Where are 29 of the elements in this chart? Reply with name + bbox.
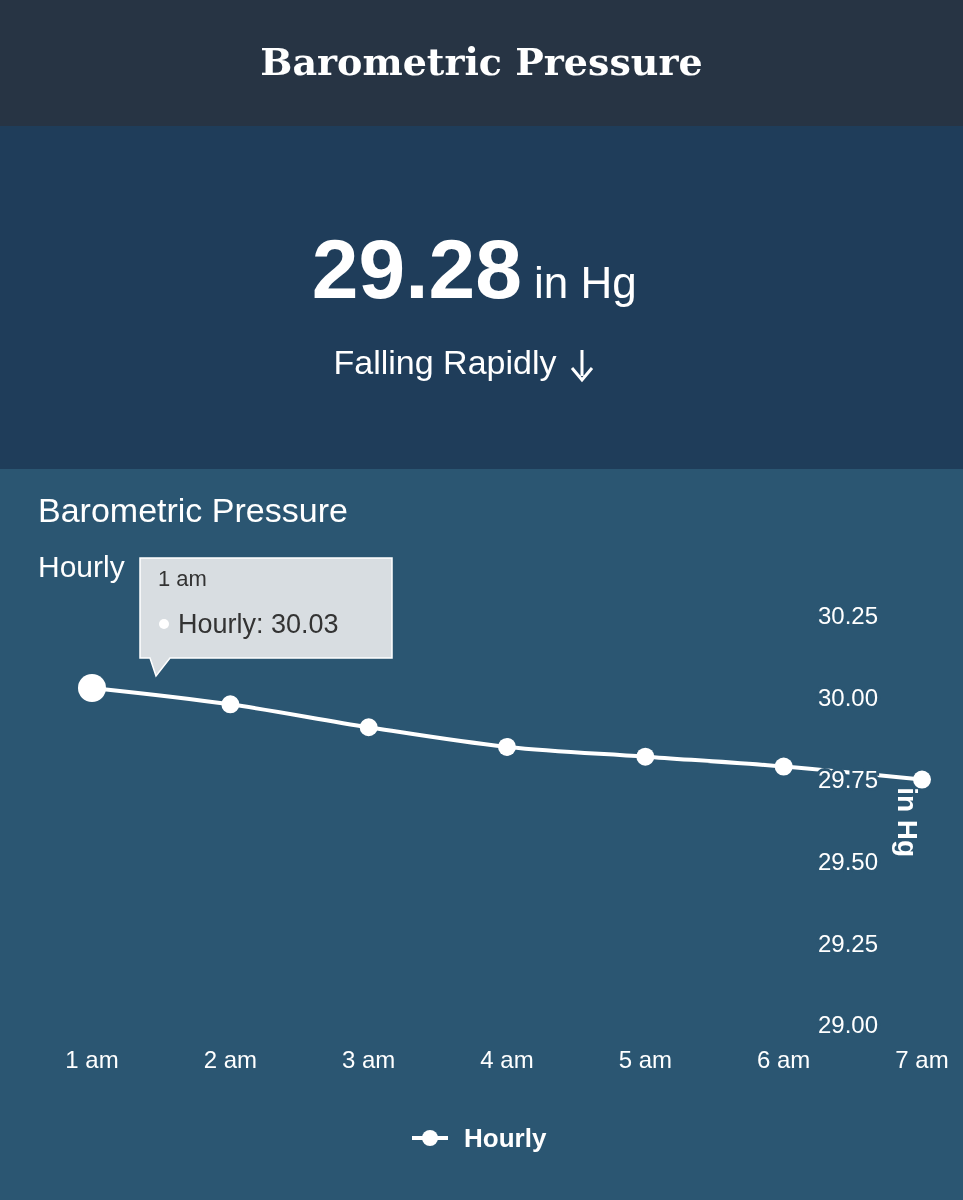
point xyxy=(221,695,240,714)
point xyxy=(913,770,931,789)
x-tick-label: 6 am xyxy=(756,1046,811,1073)
text: Falling Rapidly xyxy=(333,343,557,381)
y-tick-label: 30.25 xyxy=(817,602,879,630)
point xyxy=(774,757,793,776)
point xyxy=(636,747,655,766)
text: Barometric Pressure xyxy=(260,39,703,84)
legend-label: Hourly xyxy=(464,1123,547,1153)
text: in Hg xyxy=(534,258,637,307)
x-tick-label: 4 am xyxy=(480,1046,534,1073)
y-tick-label: 30.00 xyxy=(817,684,879,712)
x-tick-label: 2 am xyxy=(203,1046,258,1073)
y-tick-label: 29.25 xyxy=(817,929,879,957)
x-tick-label: 3 am xyxy=(341,1046,396,1073)
text: 1 am xyxy=(158,565,207,591)
point xyxy=(498,737,516,756)
x-tick-label: 7 am xyxy=(895,1046,949,1073)
annotation: Hourly: 30.03 xyxy=(178,608,339,639)
x-tick-label: 1 am xyxy=(65,1046,119,1073)
y-tick-label: 29.75 xyxy=(817,766,879,793)
y-tick-label: 29.50 xyxy=(817,847,879,875)
point xyxy=(359,718,378,737)
x-tick-label: 5 am xyxy=(618,1046,673,1073)
y-tick-label: 29.00 xyxy=(817,1011,879,1039)
text: 29.28 xyxy=(311,222,522,316)
chart-subtitle: Hourly xyxy=(38,550,125,583)
chart-title: Barometric Pressure xyxy=(38,491,348,529)
y-axis-title: in Hg xyxy=(892,787,923,858)
